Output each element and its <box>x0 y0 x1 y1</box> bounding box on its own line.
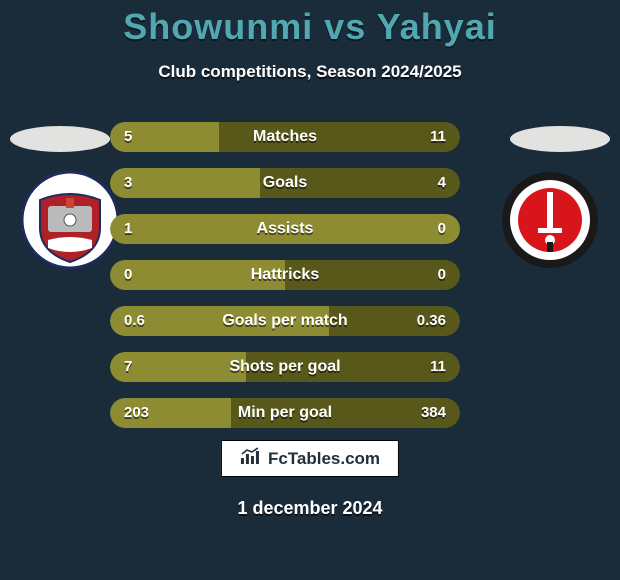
page-title: Showunmi vs Yahyai <box>0 0 620 48</box>
stat-label: Goals <box>110 168 460 198</box>
brand-text: FcTables.com <box>268 449 380 469</box>
stat-row: 203384Min per goal <box>110 398 460 428</box>
stat-label: Matches <box>110 122 460 152</box>
stat-label: Assists <box>110 214 460 244</box>
team-badge-right <box>500 170 600 270</box>
date-label: 1 december 2024 <box>0 498 620 519</box>
brand-chart-icon <box>240 447 262 470</box>
stat-label: Min per goal <box>110 398 460 428</box>
stat-rows-container: 511Matches 34Goals 10Assists 00Hattricks 0.6… <box>110 122 460 444</box>
badge-shadow-right <box>510 126 610 152</box>
stat-row: 0.60.36Goals per match <box>110 306 460 336</box>
stat-row: 34Goals <box>110 168 460 198</box>
page-root: Showunmi vs Yahyai Club competitions, Se… <box>0 0 620 580</box>
stat-row: 00Hattricks <box>110 260 460 290</box>
stat-row: 711Shots per goal <box>110 352 460 382</box>
page-subtitle: Club competitions, Season 2024/2025 <box>0 62 620 82</box>
stat-label: Goals per match <box>110 306 460 336</box>
stat-label: Hattricks <box>110 260 460 290</box>
stat-row: 10Assists <box>110 214 460 244</box>
badge-shadow-left <box>10 126 110 152</box>
stat-label: Shots per goal <box>110 352 460 382</box>
team-badge-left <box>20 170 120 270</box>
stat-row: 511Matches <box>110 122 460 152</box>
brand-box: FcTables.com <box>221 440 399 477</box>
